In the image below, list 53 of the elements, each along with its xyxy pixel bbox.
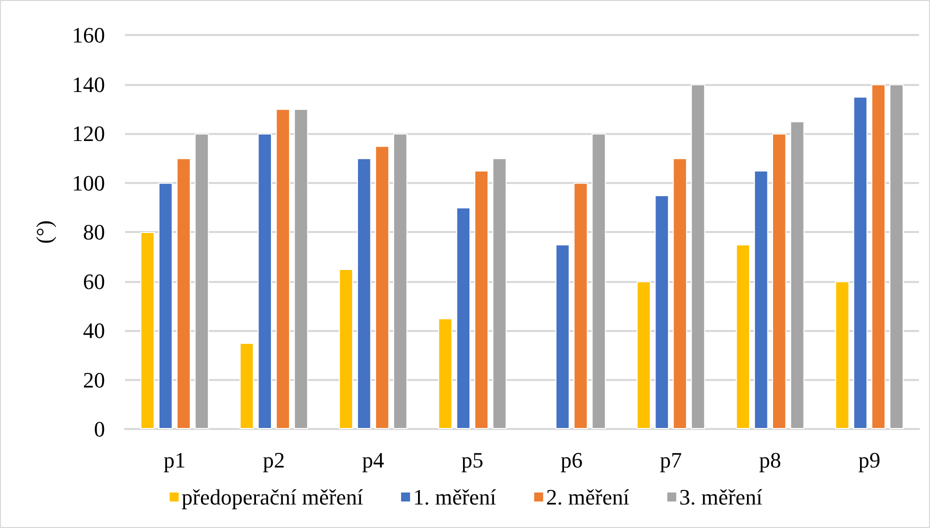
bar — [574, 182, 588, 429]
bar — [258, 134, 272, 429]
x-tick-label: p5 — [461, 448, 484, 472]
legend-label: 1. měření — [413, 484, 496, 510]
bar — [240, 342, 254, 429]
bar — [194, 134, 209, 429]
bar — [555, 244, 570, 429]
bar — [592, 134, 606, 429]
y-axis-title: (°) — [32, 220, 56, 244]
bar — [853, 96, 868, 429]
bar — [492, 158, 507, 429]
bar — [375, 146, 390, 429]
bar — [456, 207, 470, 429]
bar — [356, 158, 372, 429]
bar — [338, 268, 354, 429]
bar — [736, 244, 750, 429]
bar — [889, 84, 904, 429]
x-tick-label: p4 — [362, 448, 384, 472]
x-tick-label: p1 — [164, 448, 186, 472]
legend-label: předoperační měření — [182, 484, 364, 510]
legend-label: 2. měření — [546, 484, 630, 510]
bar — [772, 134, 786, 429]
bar — [835, 281, 850, 429]
y-tick-label: 160 — [72, 22, 105, 48]
bar — [754, 170, 768, 429]
bar — [654, 195, 669, 429]
bar — [176, 158, 191, 429]
bar — [871, 84, 886, 429]
x-tick-label: p9 — [858, 448, 880, 472]
y-tick-label: 140 — [72, 72, 105, 97]
bar — [158, 182, 173, 429]
bar — [438, 318, 452, 429]
bar — [690, 84, 706, 429]
y-tick-label: 120 — [72, 121, 105, 146]
bar — [636, 281, 651, 429]
bar — [294, 108, 308, 429]
bar — [790, 121, 804, 429]
y-tick-label: 80 — [83, 220, 105, 244]
bar — [672, 158, 688, 429]
y-tick-label: 0 — [94, 416, 105, 442]
y-tick-label: 100 — [72, 170, 105, 196]
x-tick-label: p2 — [262, 448, 285, 472]
bar — [474, 170, 489, 429]
bar — [393, 134, 408, 429]
x-tick-label: p7 — [660, 448, 682, 472]
bar — [276, 108, 290, 429]
x-tick-label: p6 — [560, 448, 583, 472]
legend-label: 3. měření — [679, 484, 762, 510]
y-tick-label: 60 — [83, 268, 105, 294]
y-tick-label: 20 — [83, 367, 105, 392]
bar — [140, 232, 155, 429]
y-tick-label: 40 — [83, 318, 105, 343]
x-tick-label: p8 — [759, 448, 782, 472]
